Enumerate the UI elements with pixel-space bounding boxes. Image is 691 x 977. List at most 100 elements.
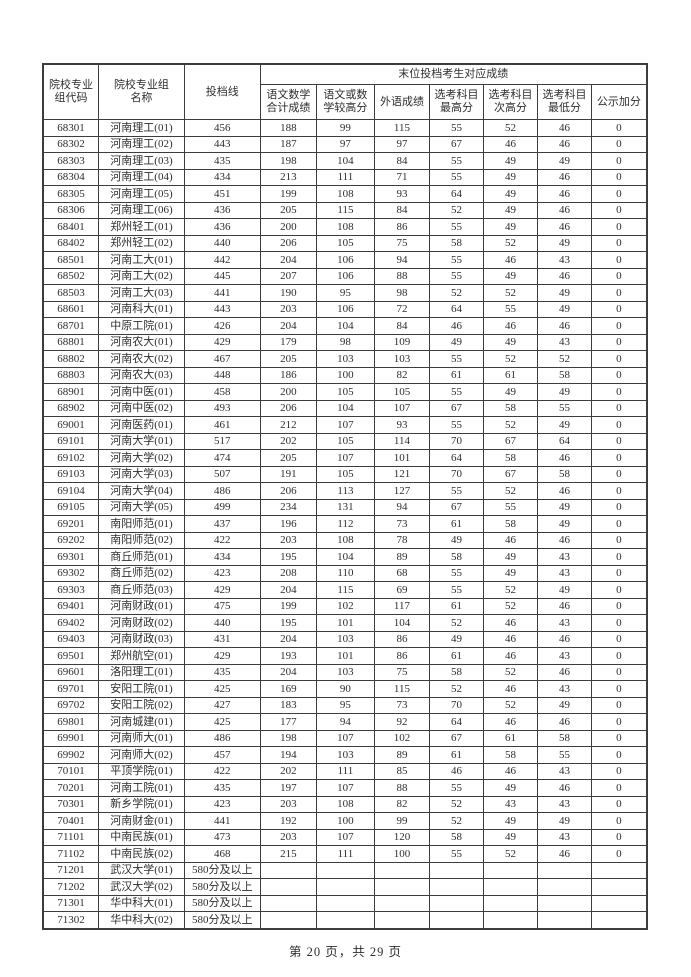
cutoff-cell: 451 [183,185,261,203]
elective-second-highest-cell: 52 [482,597,539,615]
chinese-or-math-higher-cell: 107 [316,779,375,797]
elective-lowest-cell [537,878,592,896]
code-cell: 69801 [42,713,100,731]
elective-highest-cell [429,911,484,929]
elective-lowest-cell: 46 [537,713,592,731]
cutoff-cell: 425 [183,713,261,731]
chinese-or-math-higher-cell: 104 [316,399,375,417]
chinese-math-total-cell: 199 [259,597,318,615]
code-cell: 69601 [42,663,100,681]
elective-lowest-cell: 49 [537,515,592,533]
chinese-math-total-cell [259,878,318,896]
chinese-math-total-cell: 215 [259,845,318,863]
elective-highest-cell: 52 [429,614,484,632]
table-row: 71301 华中科大(01) 580分及以上 [42,894,648,912]
chinese-or-math-higher-cell: 105 [316,383,375,401]
cutoff-cell: 429 [183,333,261,351]
chinese-math-total-cell: 203 [259,300,318,318]
elective-highest-cell: 67 [429,498,484,516]
table-row: 68902 河南中医(02) 493 206 104 107 67 58 55 0 [42,399,648,417]
code-cell: 68902 [42,399,100,417]
elective-second-highest-cell: 49 [482,201,539,219]
cutoff-cell: 431 [183,630,261,648]
chinese-math-total-cell: 203 [259,531,318,549]
elective-lowest-cell: 49 [537,498,592,516]
table-row: 70201 河南工院(01) 435 197 107 88 55 49 46 0 [42,779,648,797]
cutoff-cell: 435 [183,152,261,170]
public-bonus-cell: 0 [590,251,648,269]
foreign-language-cell: 99 [373,812,431,830]
foreign-language-cell: 97 [373,135,431,153]
chinese-or-math-higher-cell: 97 [316,135,375,153]
public-bonus-cell: 0 [590,498,648,516]
chinese-or-math-higher-cell: 105 [316,234,375,252]
code-cell: 68306 [42,201,100,219]
code-cell: 70101 [42,762,100,780]
code-cell: 69302 [42,564,100,582]
elective-second-highest-cell [482,861,539,879]
public-bonus-cell: 0 [590,350,648,368]
cutoff-cell: 436 [183,201,261,219]
elective-lowest-cell: 43 [537,251,592,269]
cutoff-cell: 441 [183,812,261,830]
foreign-language-cell: 127 [373,482,431,500]
elective-lowest-cell: 49 [537,696,592,714]
table-row: 68304 河南理工(04) 434 213 111 71 55 49 46 0 [42,168,648,186]
elective-second-highest-cell: 46 [482,614,539,632]
table-row: 69102 河南大学(02) 474 205 107 101 64 58 46 0 [42,449,648,467]
foreign-language-cell [373,911,431,929]
cutoff-cell: 443 [183,135,261,153]
elective-lowest-cell: 43 [537,614,592,632]
foreign-language-cell: 73 [373,696,431,714]
chinese-math-total-cell: 177 [259,713,318,731]
elective-second-highest-cell: 52 [482,696,539,714]
cutoff-cell: 486 [183,729,261,747]
cutoff-cell: 461 [183,416,261,434]
cutoff-cell: 429 [183,647,261,665]
table-row: 70101 平顶学院(01) 422 202 111 85 46 46 43 0 [42,762,648,780]
code-cell: 70301 [42,795,100,813]
chinese-or-math-higher-cell: 100 [316,366,375,384]
foreign-language-cell: 84 [373,201,431,219]
code-cell: 68701 [42,317,100,335]
table-row: 68306 河南理工(06) 436 205 115 84 52 49 46 0 [42,201,648,219]
chinese-math-total-cell: 208 [259,564,318,582]
chinese-or-math-higher-cell [316,911,375,929]
table-row: 68502 河南工大(02) 445 207 106 88 55 49 46 0 [42,267,648,285]
elective-second-highest-cell: 43 [482,795,539,813]
code-cell: 68402 [42,234,100,252]
elective-lowest-cell: 49 [537,234,592,252]
elective-second-highest-cell: 49 [482,812,539,830]
elective-lowest-cell: 46 [537,201,592,219]
elective-highest-cell [429,878,484,896]
public-bonus-cell: 0 [590,465,648,483]
table-row: 69801 河南城建(01) 425 177 94 92 64 46 46 0 [42,713,648,731]
elective-second-highest-cell: 52 [482,482,539,500]
elective-second-highest-cell: 52 [482,284,539,302]
elective-highest-cell: 46 [429,317,484,335]
elective-highest-cell: 67 [429,729,484,747]
chinese-math-total-cell: 169 [259,680,318,698]
foreign-language-cell: 86 [373,647,431,665]
header-college-group-name: 院校专业组 名称 [98,63,185,120]
chinese-or-math-higher-cell [316,894,375,912]
public-bonus-cell: 0 [590,399,648,417]
chinese-math-total-cell: 191 [259,465,318,483]
cutoff-cell: 434 [183,548,261,566]
table-row: 68401 郑州轻工(01) 436 200 108 86 55 49 46 0 [42,218,648,236]
table-row: 68305 河南理工(05) 451 199 108 93 64 49 46 0 [42,185,648,203]
code-cell: 69702 [42,696,100,714]
name-cell: 河南农大(01) [98,333,185,351]
elective-lowest-cell: 46 [537,135,592,153]
foreign-language-cell: 109 [373,333,431,351]
chinese-math-total-cell: 197 [259,779,318,797]
chinese-math-total-cell: 200 [259,383,318,401]
public-bonus-cell: 0 [590,300,648,318]
code-cell: 68301 [42,119,100,137]
foreign-language-cell [373,861,431,879]
elective-second-highest-cell: 49 [482,779,539,797]
elective-lowest-cell: 43 [537,548,592,566]
chinese-or-math-higher-cell: 90 [316,680,375,698]
header-cutoff-line: 投档线 [183,63,261,120]
